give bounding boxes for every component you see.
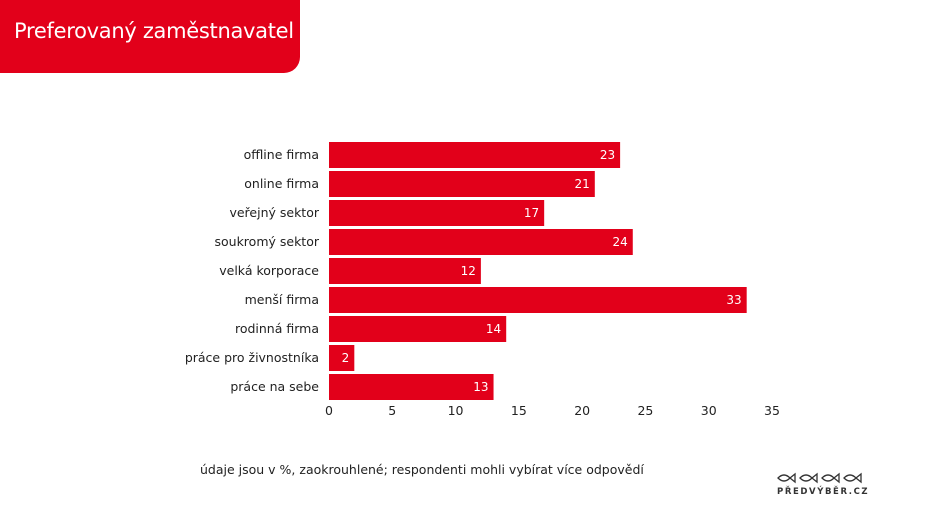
logo-text: PŘEDVÝBĚR.CZ xyxy=(777,487,870,497)
bar xyxy=(329,142,621,168)
value-label: 12 xyxy=(461,264,476,278)
x-tick-label: 15 xyxy=(511,403,527,418)
category-label: soukromý sektor xyxy=(214,234,319,249)
x-tick-label: 5 xyxy=(388,403,396,418)
bar xyxy=(329,229,633,255)
value-label: 33 xyxy=(726,293,741,307)
value-label: 13 xyxy=(473,380,488,394)
value-label: 24 xyxy=(612,235,627,249)
category-label: velká korporace xyxy=(219,263,319,278)
logo: PŘEDVÝBĚR.CZ xyxy=(776,470,870,504)
value-label: 23 xyxy=(600,148,615,162)
bar xyxy=(329,374,494,400)
x-tick-label: 30 xyxy=(701,403,717,418)
bar xyxy=(329,200,545,226)
bar xyxy=(329,316,507,342)
x-tick-label: 25 xyxy=(637,403,653,418)
bar xyxy=(329,287,747,313)
value-label: 2 xyxy=(342,351,350,365)
category-label: práce na sebe xyxy=(230,379,319,394)
category-label: rodinná firma xyxy=(235,321,319,336)
fish-logo-icon xyxy=(777,472,862,484)
x-tick-label: 10 xyxy=(448,403,464,418)
title-banner: Preferovaný zaměstnavatel xyxy=(0,0,300,73)
x-tick-label: 20 xyxy=(574,403,590,418)
category-label: menší firma xyxy=(245,292,319,307)
category-label: práce pro živnostníka xyxy=(185,350,319,365)
category-label: online firma xyxy=(244,176,319,191)
category-label: offline firma xyxy=(244,147,319,162)
footnote: údaje jsou v %, zaokrouhlené; respondent… xyxy=(200,462,644,477)
value-label: 17 xyxy=(524,206,539,220)
x-tick-label: 0 xyxy=(325,403,333,418)
page-title: Preferovaný zaměstnavatel xyxy=(14,19,294,43)
bar xyxy=(329,258,481,284)
bar xyxy=(329,345,355,371)
x-tick-label: 35 xyxy=(764,403,780,418)
value-label: 14 xyxy=(486,322,501,336)
bar xyxy=(329,171,595,197)
category-label: veřejný sektor xyxy=(229,205,319,220)
value-label: 21 xyxy=(575,177,590,191)
